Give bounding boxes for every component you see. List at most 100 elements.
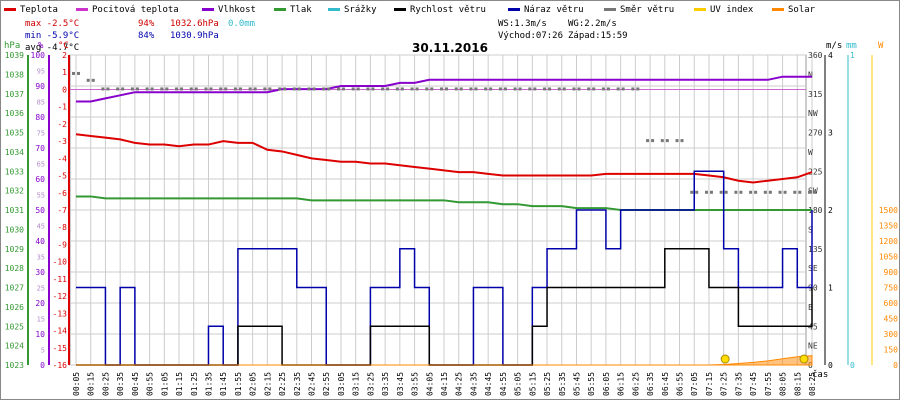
series-humidity-line bbox=[76, 75, 812, 103]
axis-pct-tick: 20 bbox=[35, 299, 45, 308]
wind-dir-point bbox=[189, 87, 193, 91]
wind-dir-point bbox=[749, 190, 753, 194]
chart-title: 30.11.2016 bbox=[412, 41, 488, 55]
legend-swatch bbox=[274, 8, 286, 11]
axis-pct-tick: 90 bbox=[35, 82, 45, 91]
axis-time-tick: 08:25 bbox=[808, 372, 817, 396]
wind-dir-point bbox=[268, 87, 272, 91]
axis-mm-tick: 1 bbox=[850, 51, 855, 60]
wind-dir-point bbox=[415, 87, 419, 91]
wind-dir-point bbox=[704, 190, 708, 194]
wind-dir-point bbox=[336, 87, 340, 91]
wind-dir-point bbox=[513, 87, 517, 91]
stat-max-temp-label: max -2.5°C bbox=[25, 19, 79, 29]
wind-dir-point bbox=[425, 87, 429, 91]
legend-swatch bbox=[604, 8, 616, 11]
axis-time-tick: 02:25 bbox=[278, 372, 287, 396]
sunrise-marker bbox=[720, 354, 730, 364]
series-solar-area bbox=[76, 355, 813, 366]
axis-time-tick: 04:55 bbox=[499, 372, 508, 396]
axis-time-tick: 04:05 bbox=[425, 372, 434, 396]
axis-degc-tick: 2 bbox=[62, 51, 67, 60]
wind-dir-point bbox=[72, 71, 75, 75]
axis-dir-tick: NW bbox=[808, 109, 818, 118]
wind-dir-point bbox=[592, 87, 596, 91]
wind-dir-point bbox=[233, 87, 237, 91]
wind-dir-point bbox=[562, 87, 566, 91]
wind-dir-point bbox=[533, 87, 537, 91]
wind-dir-point bbox=[327, 87, 331, 91]
axis-degc-tick: -14 bbox=[53, 327, 68, 336]
wind-dir-point bbox=[430, 87, 434, 91]
axis-hpa-tick: 1037 bbox=[5, 90, 24, 99]
axis-time-tick: 06:55 bbox=[676, 372, 685, 396]
axis-time-tick: 03:15 bbox=[352, 372, 361, 396]
wind-dir-point bbox=[381, 87, 385, 91]
axis-w-tick: 1200 bbox=[879, 237, 898, 246]
wind-dir-point bbox=[283, 87, 287, 91]
axis-time-tick: 06:05 bbox=[602, 372, 611, 396]
axis-hpa-tick: 1026 bbox=[5, 303, 24, 312]
wind-dir-point bbox=[248, 87, 252, 91]
legend-swatch bbox=[394, 8, 406, 11]
wind-dir-point bbox=[253, 87, 257, 91]
wind-dir-point bbox=[160, 87, 164, 91]
wind-dir-point bbox=[238, 87, 242, 91]
axis-ms-tick: 1 bbox=[828, 284, 833, 293]
axis-degc-tick: -10 bbox=[53, 258, 68, 267]
axis-hpa-tick: 1024 bbox=[5, 342, 24, 351]
axis-degc-tick: -6 bbox=[57, 189, 67, 198]
axis-hpa-tick: 1023 bbox=[5, 361, 24, 370]
axis-pct-tick: 10 bbox=[35, 330, 45, 339]
axis-time-tick: 05:55 bbox=[587, 372, 596, 396]
legend-label: UV index bbox=[710, 5, 754, 15]
axis-hpa-unit: hPa bbox=[4, 41, 20, 51]
wind-dir-point bbox=[631, 87, 635, 91]
axis-ms-unit: m/s bbox=[826, 41, 842, 51]
wind-dir-point bbox=[454, 87, 458, 91]
wind-dir-point bbox=[278, 87, 282, 91]
axis-dir-tick: 45 bbox=[808, 322, 818, 331]
axis-hpa-tick: 1034 bbox=[5, 148, 24, 157]
wind-dir-point bbox=[621, 87, 625, 91]
wind-dir-point bbox=[395, 87, 399, 91]
axis-dir-tick: SW bbox=[808, 187, 818, 196]
wind-dir-point bbox=[292, 87, 296, 91]
wind-dir-point bbox=[690, 190, 694, 194]
axis-hpa-tick: 1038 bbox=[5, 70, 24, 79]
stat-max-hum: 94% bbox=[138, 19, 155, 29]
axis-w-tick: 900 bbox=[884, 268, 899, 277]
axis-pct-minor-tick: 65 bbox=[37, 161, 45, 169]
axis-time-tick: 03:35 bbox=[381, 372, 390, 396]
legend-label: Teplota bbox=[20, 5, 58, 15]
axis-dir-tick: SE bbox=[808, 264, 818, 273]
axis-degc-tick: -8 bbox=[57, 223, 67, 232]
axis-w-tick: 1050 bbox=[879, 253, 898, 262]
axis-degc-tick: 0 bbox=[62, 85, 67, 94]
wind-dir-point bbox=[528, 87, 532, 91]
axis-w-tick: 1350 bbox=[879, 222, 898, 231]
axis-degc-tick: -1 bbox=[57, 103, 67, 112]
wind-dir-point bbox=[297, 87, 301, 91]
wind-dir-point bbox=[498, 87, 502, 91]
wind-dir-point bbox=[808, 190, 811, 194]
wind-dir-point bbox=[91, 78, 95, 82]
legend-label: Směr větru bbox=[620, 5, 674, 15]
axis-time-tick: 01:45 bbox=[219, 372, 228, 396]
wind-dir-point bbox=[121, 87, 125, 91]
stat-min-press: 1030.9hPa bbox=[170, 31, 219, 41]
wind-dir-point bbox=[763, 190, 767, 194]
axis-mm-tick: 0 bbox=[850, 361, 855, 370]
axis-degc-tick: -15 bbox=[53, 344, 68, 353]
axis-time-tick: 04:25 bbox=[455, 372, 464, 396]
axis-w-tick: 150 bbox=[884, 346, 899, 355]
axis-degc-tick: -3 bbox=[57, 137, 67, 146]
wind-dir-point bbox=[557, 87, 561, 91]
axis-dir-tick: N bbox=[808, 70, 813, 79]
wind-dir-point bbox=[675, 139, 679, 143]
series-temperature-line bbox=[75, 133, 813, 184]
legend-label: Rychlost větru bbox=[410, 5, 486, 15]
legend-label: Solar bbox=[788, 5, 816, 15]
axis-pct-minor-tick: 45 bbox=[37, 223, 45, 231]
